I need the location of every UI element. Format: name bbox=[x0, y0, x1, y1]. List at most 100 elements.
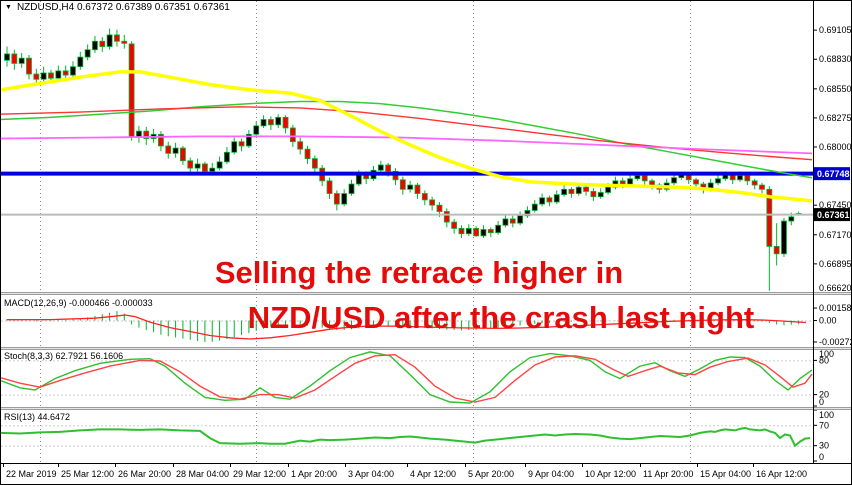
time-axis-label: 5 Apr 20:00 bbox=[468, 469, 514, 479]
candle-body bbox=[634, 175, 641, 180]
chart-title-bar: ▼ NZDUSD,H4 0.67372 0.67389 0.67351 0.67… bbox=[5, 2, 230, 13]
main-panel[interactable] bbox=[1, 0, 813, 292]
candle-body bbox=[737, 175, 743, 181]
candle-body bbox=[671, 177, 677, 184]
candle-body bbox=[385, 164, 392, 172]
candle-body bbox=[165, 145, 172, 154]
candle-body bbox=[597, 192, 604, 198]
candle-body bbox=[766, 188, 773, 247]
candle-body bbox=[539, 197, 545, 205]
candle-body bbox=[311, 158, 318, 169]
stoch-main-line bbox=[0, 351, 813, 404]
price-axis-tick-label: 100 bbox=[819, 410, 834, 420]
candle-body bbox=[458, 228, 465, 235]
current-price-line-price-box bbox=[814, 208, 850, 222]
candle-body bbox=[583, 186, 589, 192]
chart-dropdown-icon[interactable]: ▼ bbox=[5, 4, 12, 11]
price-axis-tick-label: 0.68000 bbox=[819, 142, 852, 152]
candle-body bbox=[304, 148, 311, 160]
candle-body bbox=[605, 186, 611, 193]
candle-body bbox=[487, 229, 494, 234]
candle-body bbox=[216, 161, 223, 169]
candle-body bbox=[781, 220, 787, 255]
time-axis-label: 29 Mar 12:00 bbox=[233, 469, 286, 479]
candle-body bbox=[443, 211, 450, 223]
candle-body bbox=[202, 163, 208, 172]
candle-body bbox=[70, 66, 76, 76]
stoch-indicator-label: Stoch(8,3,3) 62.7921 56.1606 bbox=[4, 351, 124, 361]
time-axis-label: 25 Mar 12:00 bbox=[61, 469, 114, 479]
price-axis-tick-label: 0.68550 bbox=[819, 84, 852, 94]
candle-body bbox=[568, 188, 575, 194]
candle-body bbox=[297, 141, 304, 150]
candle-body bbox=[187, 160, 194, 169]
candle-body bbox=[465, 228, 472, 235]
candle-body bbox=[531, 203, 538, 211]
price-axis-tick-label: 0.00 bbox=[819, 316, 837, 326]
annotation-line-1: Selling the retrace higher in bbox=[214, 255, 624, 290]
candle-body bbox=[143, 130, 150, 139]
price-axis-tick-label: 0 bbox=[819, 397, 824, 407]
candle-body bbox=[575, 186, 582, 194]
time-axis-label: 10 Apr 12:00 bbox=[585, 469, 636, 479]
price-axis-tick-label: 80 bbox=[819, 355, 829, 365]
annotation-line-2: NZD/USD after the crash last night bbox=[247, 300, 755, 335]
ma-magenta-line bbox=[0, 135, 813, 155]
candle-body bbox=[26, 57, 32, 75]
price-axis-tick-label: 30 bbox=[819, 441, 829, 451]
candle-body bbox=[40, 72, 47, 80]
candle-body bbox=[495, 224, 502, 234]
time-axis-label: 26 Mar 20:00 bbox=[118, 469, 171, 479]
candle-body bbox=[641, 175, 648, 182]
candle-body bbox=[121, 40, 128, 44]
candle-body bbox=[649, 180, 655, 186]
price-axis-tick-label: 0.67450 bbox=[819, 200, 852, 210]
time-axis[interactable]: 22 Mar 2019 25 Mar 12:00 26 Mar 20:00 28 Ma… bbox=[3, 463, 808, 479]
candle-body bbox=[333, 193, 340, 205]
price-axis-tick-label: 0.68275 bbox=[819, 113, 852, 123]
candle-body bbox=[238, 141, 245, 147]
candle-body bbox=[751, 180, 758, 186]
macd-signal-line bbox=[6, 314, 807, 340]
candle-body bbox=[473, 228, 480, 237]
candle-body bbox=[275, 116, 282, 126]
resistance-level-line-price-label: 0.67748 bbox=[817, 169, 850, 179]
candle-body bbox=[788, 216, 795, 222]
candle-body bbox=[715, 178, 721, 184]
candle-body bbox=[172, 147, 179, 154]
candle-body bbox=[561, 188, 567, 195]
candle-body bbox=[348, 183, 355, 194]
candle-body bbox=[282, 116, 289, 129]
price-axis-tick-label: -0.002729 bbox=[819, 337, 852, 347]
current-price-line-price-label: 0.67361 bbox=[817, 210, 850, 220]
candle-body bbox=[355, 174, 362, 185]
candle-body bbox=[106, 34, 113, 47]
price-axis-tick-label: 0.66620 bbox=[819, 283, 852, 293]
candle-body bbox=[451, 221, 458, 229]
candle-body bbox=[546, 197, 553, 203]
candle-body bbox=[524, 210, 531, 217]
candle-body bbox=[245, 133, 252, 147]
time-axis-label: 15 Apr 04:00 bbox=[700, 469, 751, 479]
candle-body bbox=[4, 53, 10, 61]
ma-green-line bbox=[0, 100, 813, 179]
candle-body bbox=[429, 199, 436, 206]
candle-body bbox=[289, 127, 296, 143]
candle-body bbox=[194, 163, 201, 169]
candle-body bbox=[773, 246, 780, 255]
candle-body bbox=[11, 53, 18, 64]
candle-body bbox=[553, 194, 560, 203]
candle-body bbox=[55, 70, 62, 79]
price-axis-tick-label: 0.69105 bbox=[819, 25, 852, 35]
price-axis-tick-label: 0.67170 bbox=[819, 230, 852, 240]
candle-body bbox=[114, 34, 120, 42]
candle-body bbox=[744, 175, 751, 182]
candle-body bbox=[421, 193, 428, 201]
price-axis-tick-label: 100 bbox=[819, 349, 834, 359]
ma-red-line bbox=[0, 106, 813, 161]
candle-body bbox=[158, 133, 164, 147]
time-axis-label: 28 Mar 04:00 bbox=[176, 469, 229, 479]
candle-body bbox=[326, 180, 333, 194]
